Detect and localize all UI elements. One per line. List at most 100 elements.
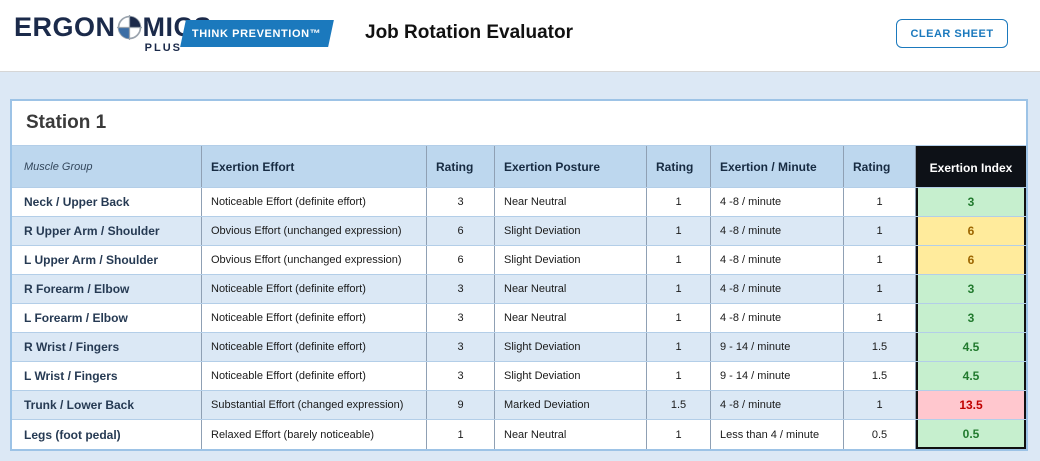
exertion-index-cell: 6 [916,246,1026,274]
badge-label: THINK PREVENTION™ [192,27,322,40]
exertion-minute-cell[interactable]: 4 -8 / minute [711,391,844,419]
posture-rating-cell: 1 [647,304,711,332]
minute-rating-cell: 1.5 [844,333,916,361]
exertion-minute-cell[interactable]: 4 -8 / minute [711,188,844,216]
exertion-posture-cell[interactable]: Marked Deviation [495,391,647,419]
muscle-group-cell: R Wrist / Fingers [12,333,202,361]
page-title: Job Rotation Evaluator [365,22,573,43]
effort-rating-cell: 3 [427,333,495,361]
exertion-effort-cell[interactable]: Noticeable Effort (definite effort) [202,362,427,390]
posture-rating-cell: 1 [647,275,711,303]
effort-rating-cell: 3 [427,362,495,390]
effort-rating-cell: 9 [427,391,495,419]
exertion-effort-cell[interactable]: Noticeable Effort (definite effort) [202,333,427,361]
exertion-minute-cell[interactable]: 9 - 14 / minute [711,333,844,361]
exertion-minute-cell[interactable]: Less than 4 / minute [711,420,844,449]
col-header-exertion-minute: Exertion / Minute [711,146,844,187]
logo-text-left: ERGON [14,12,116,42]
col-header-effort-rating: Rating [427,146,495,187]
exertion-index-cell: 4.5 [916,333,1026,361]
posture-rating-cell: 1 [647,188,711,216]
station-header: Station 1 [12,101,1026,145]
station-panel: Station 1 Muscle Group Exertion Effort R… [10,99,1028,451]
muscle-group-cell: R Upper Arm / Shoulder [12,217,202,245]
exertion-effort-cell[interactable]: Noticeable Effort (definite effort) [202,275,427,303]
think-prevention-badge: THINK PREVENTION™ [180,20,334,47]
table-row: Legs (foot pedal) Relaxed Effort (barely… [12,420,1026,449]
effort-rating-cell: 1 [427,420,495,449]
muscle-group-cell: Neck / Upper Back [12,188,202,216]
table-row: R Upper Arm / Shoulder Obvious Effort (u… [12,217,1026,246]
table-row: L Wrist / Fingers Noticeable Effort (def… [12,362,1026,391]
exertion-minute-cell[interactable]: 4 -8 / minute [711,304,844,332]
col-header-exertion-posture: Exertion Posture [495,146,647,187]
exertion-index-cell: 13.5 [916,391,1026,419]
table-row: R Wrist / Fingers Noticeable Effort (def… [12,333,1026,362]
exertion-effort-cell[interactable]: Noticeable Effort (definite effort) [202,188,427,216]
globe-target-icon [116,15,143,40]
posture-rating-cell: 1 [647,217,711,245]
exertion-effort-cell[interactable]: Noticeable Effort (definite effort) [202,304,427,332]
logo-plus-label: PLUS [144,42,182,54]
minute-rating-cell: 0.5 [844,420,916,449]
minute-rating-cell: 1 [844,304,916,332]
posture-rating-cell: 1 [647,246,711,274]
exertion-minute-cell[interactable]: 4 -8 / minute [711,275,844,303]
table-row: Trunk / Lower Back Substantial Effort (c… [12,391,1026,420]
exertion-index-cell: 4.5 [916,362,1026,390]
minute-rating-cell: 1 [844,275,916,303]
exertion-effort-cell[interactable]: Relaxed Effort (barely noticeable) [202,420,427,449]
exertion-effort-cell[interactable]: Obvious Effort (unchanged expression) [202,217,427,245]
muscle-group-cell: L Forearm / Elbow [12,304,202,332]
minute-rating-cell: 1 [844,217,916,245]
muscle-group-cell: L Upper Arm / Shoulder [12,246,202,274]
minute-rating-cell: 1 [844,188,916,216]
effort-rating-cell: 6 [427,217,495,245]
station-title: Station 1 [26,112,107,133]
muscle-group-cell: R Forearm / Elbow [12,275,202,303]
exertion-posture-cell[interactable]: Near Neutral [495,188,647,216]
col-header-exertion-index: Exertion Index [916,146,1026,187]
muscle-group-cell: L Wrist / Fingers [12,362,202,390]
exertion-minute-cell[interactable]: 4 -8 / minute [711,217,844,245]
table-row: L Upper Arm / Shoulder Obvious Effort (u… [12,246,1026,275]
muscle-group-cell: Trunk / Lower Back [12,391,202,419]
exertion-posture-cell[interactable]: Slight Deviation [495,362,647,390]
minute-rating-cell: 1 [844,391,916,419]
app-header: ERGON MICS PLUS THINK PREVENTION™ Job Ro… [0,0,1040,72]
effort-rating-cell: 3 [427,275,495,303]
col-header-exertion-effort: Exertion Effort [202,146,427,187]
posture-rating-cell: 1 [647,362,711,390]
col-header-muscle-group: Muscle Group [12,146,202,187]
minute-rating-cell: 1.5 [844,362,916,390]
effort-rating-cell: 3 [427,304,495,332]
col-header-posture-rating: Rating [647,146,711,187]
effort-rating-cell: 6 [427,246,495,274]
exertion-index-cell: 6 [916,217,1026,245]
exertion-effort-cell[interactable]: Substantial Effort (changed expression) [202,391,427,419]
exertion-posture-cell[interactable]: Slight Deviation [495,246,647,274]
col-header-minute-rating: Rating [844,146,916,187]
posture-rating-cell: 1 [647,333,711,361]
muscle-group-cell: Legs (foot pedal) [12,420,202,449]
exertion-index-cell: 0.5 [916,420,1026,449]
exertion-minute-cell[interactable]: 4 -8 / minute [711,246,844,274]
exertion-minute-cell[interactable]: 9 - 14 / minute [711,362,844,390]
exertion-posture-cell[interactable]: Slight Deviation [495,333,647,361]
posture-rating-cell: 1.5 [647,391,711,419]
exertion-posture-cell[interactable]: Slight Deviation [495,217,647,245]
exertion-posture-cell[interactable]: Near Neutral [495,275,647,303]
exertion-posture-cell[interactable]: Near Neutral [495,420,647,449]
minute-rating-cell: 1 [844,246,916,274]
exertion-index-cell: 3 [916,188,1026,216]
posture-rating-cell: 1 [647,420,711,449]
logo-wordmark: ERGON MICS [14,12,212,42]
table-row: R Forearm / Elbow Noticeable Effort (def… [12,275,1026,304]
exertion-index-cell: 3 [916,304,1026,332]
effort-rating-cell: 3 [427,188,495,216]
table-header-row: Muscle Group Exertion Effort Rating Exer… [12,145,1026,188]
exertion-posture-cell[interactable]: Near Neutral [495,304,647,332]
table-row: L Forearm / Elbow Noticeable Effort (def… [12,304,1026,333]
exertion-effort-cell[interactable]: Obvious Effort (unchanged expression) [202,246,427,274]
clear-sheet-button[interactable]: CLEAR SHEET [896,19,1008,48]
